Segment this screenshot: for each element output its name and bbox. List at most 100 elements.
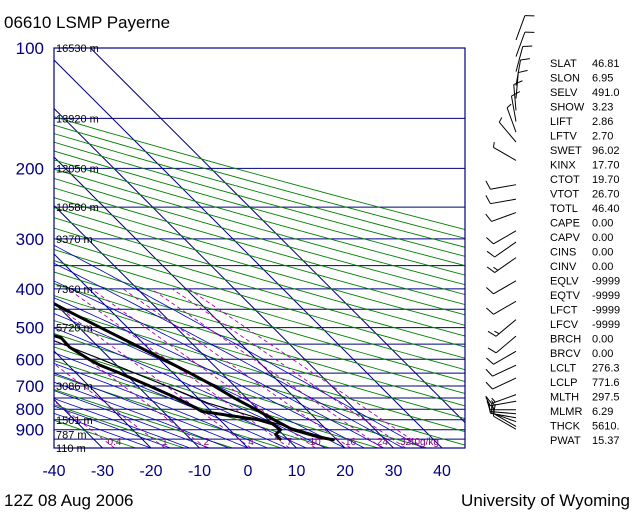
barb-flag [511,91,521,97]
temperature-profile [54,301,335,442]
dry-adiabat [54,150,465,267]
wind-barb [487,319,517,337]
wind-barb [515,45,533,72]
index-name: CINS [550,247,576,259]
dry-adiabat [54,260,465,382]
barb-half-flag [492,142,495,148]
moist-adiabat [54,297,365,448]
mixing-ratio-line [54,363,166,448]
index-name: EQTV [550,290,581,302]
pressure-tick-label: 100 [16,39,44,58]
mixing-ratio-line [54,303,252,448]
barb-shaft [495,319,517,337]
index-name: CAPE [550,218,580,230]
height-label: 16530 m [56,43,99,55]
index-value: 0.00 [592,232,613,244]
index-name: LCLT [550,363,576,375]
wind-barb [498,117,517,143]
barb-flag [485,180,491,190]
wind-barb [515,31,535,57]
moist-adiabat [54,352,287,448]
station-title: 06610 LSMP Payerne [4,13,170,32]
barb-flag [485,397,491,406]
wind-barb [485,377,517,390]
wind-barb [488,403,517,419]
pressure-tick-label: 600 [16,350,44,369]
pressure-tick-label: 700 [16,377,44,396]
wind-barb [486,241,517,258]
index-value: 46.40 [592,203,620,215]
barb-shaft [490,198,517,205]
barb-shaft [506,107,517,133]
height-label: 787 m [56,429,87,441]
wind-barb [515,58,530,86]
temperature-tick-label: 0 [244,463,253,480]
dry-adiabat [54,168,465,286]
dewpoint-profile [54,334,283,442]
height-label: 9370 m [56,234,93,246]
barb-flag [487,347,497,354]
index-name: TOTL [550,203,578,215]
index-name: LFCT [550,305,578,317]
barb-shaft [515,31,526,57]
height-label: 12050 m [56,163,99,175]
barb-shaft [494,257,517,273]
index-value: 96.02 [592,145,620,157]
barb-shaft [493,280,517,295]
index-value: -9999 [592,290,620,302]
dry-adiabat [54,283,465,407]
moist-adiabat [54,372,249,448]
moist-adiabat [54,398,190,448]
dry-adiabat [54,346,379,448]
barb-shaft [493,230,517,245]
barb-half-flag [493,266,499,271]
index-name: LFCV [550,319,579,331]
mixing-ratio-label: 16 [345,437,357,448]
dry-adiabat [54,295,465,420]
dry-adiabat [54,389,233,448]
mixing-ratio-line [54,333,207,448]
index-value: 0.00 [592,218,613,230]
height-label: 13920 m [56,113,99,125]
isotherm [54,301,200,448]
mixing-ratio-label: 24 [377,437,389,448]
index-name: SWET [550,145,582,157]
barb-flag [486,266,495,273]
stability-indices: SLAT 46.81 SLON 6.95 SELV 491.0 SHOW 3.23 LIFT 2.… [550,58,620,447]
index-name: CINV [550,261,577,273]
barb-half-flag [491,397,496,403]
barb-flag [485,213,492,222]
dry-adiabat [54,116,465,231]
index-name: SHOW [550,102,585,114]
barb-shaft [492,377,517,390]
wind-barb [515,15,535,41]
wind-barb [485,364,517,377]
index-value: 2.86 [592,116,613,128]
moist-adiabat [54,244,423,448]
index-value: 771.6 [592,377,620,389]
wind-barb [485,180,517,190]
temperature-tick-label: -10 [188,463,211,480]
wind-barb [486,257,517,273]
barb-shaft [498,121,517,143]
mixing-ratio-label: 7 [287,437,293,448]
mixing-ratio-label: 4 [248,437,254,448]
pressure-tick-label: 900 [16,421,44,440]
pressure-tick-label: 200 [16,159,44,178]
isotherm [0,48,6,448]
temperature-tick-label: -20 [139,463,162,480]
index-value: 46.81 [592,58,620,70]
barb-flag [520,58,530,61]
dry-adiabat [54,404,185,448]
pressure-tick-label: 300 [16,230,44,249]
pressure-tick-label: 500 [16,319,44,338]
barb-flag [485,395,492,404]
barb-shaft [494,241,517,258]
barb-shaft [490,400,517,407]
index-value: 6.29 [592,406,613,418]
barb-shaft [515,59,522,86]
wind-barbs [485,15,535,430]
dry-adiabat [54,177,465,295]
barb-flag [485,195,491,204]
